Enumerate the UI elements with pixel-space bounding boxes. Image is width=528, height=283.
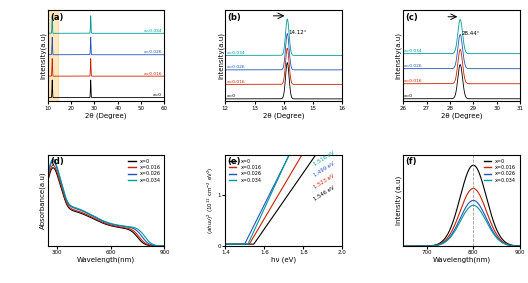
Text: x=0: x=0 [227,94,236,98]
Y-axis label: $(ahu\nu)^2$ ($10^{11}$ cm$^{-2}$ eV$^2$): $(ahu\nu)^2$ ($10^{11}$ cm$^{-2}$ eV$^2$… [206,167,216,234]
X-axis label: 2θ (Degree): 2θ (Degree) [441,112,483,119]
X-axis label: Wavelength(nm): Wavelength(nm) [432,257,491,263]
Text: x=0.016: x=0.016 [227,80,246,84]
Text: 1.516 eV: 1.516 eV [313,151,336,167]
Text: x=0: x=0 [153,93,162,97]
Text: (a): (a) [50,13,63,22]
Legend: x=0, x=0.016, x=0.026, x=0.034: x=0, x=0.016, x=0.026, x=0.034 [483,157,517,184]
Text: 1.546 eV: 1.546 eV [313,185,336,201]
Text: (c): (c) [406,13,418,22]
Text: 1.523 eV: 1.523 eV [313,173,336,190]
Text: x=0.026: x=0.026 [227,65,246,69]
Legend: x=0, x=0.016, x=0.026, x=0.034: x=0, x=0.016, x=0.026, x=0.034 [127,157,162,184]
X-axis label: 2θ (Degree): 2θ (Degree) [263,112,305,119]
Text: x=0.016: x=0.016 [404,79,423,83]
Text: x=0.034: x=0.034 [144,29,162,33]
Text: x=0.016: x=0.016 [144,72,162,76]
Text: (e): (e) [228,157,241,166]
Legend: x=0, x=0.016, x=0.026, x=0.034: x=0, x=0.016, x=0.026, x=0.034 [228,157,263,184]
Text: x=0.034: x=0.034 [404,49,423,53]
X-axis label: hν (eV): hν (eV) [271,257,296,263]
Text: 14.12°: 14.12° [288,30,307,35]
Y-axis label: Intensity(a.u): Intensity(a.u) [395,32,402,79]
X-axis label: 2θ (Degree): 2θ (Degree) [85,112,127,119]
Text: x=0.026: x=0.026 [144,50,162,54]
Text: 28.44°: 28.44° [461,31,480,35]
Y-axis label: Intensity(a.u): Intensity(a.u) [218,32,224,79]
Text: x=0.034: x=0.034 [227,51,246,55]
Y-axis label: Intensity (a.u): Intensity (a.u) [395,176,402,225]
Y-axis label: Intensity(a.u): Intensity(a.u) [40,32,46,79]
Text: x=0.026: x=0.026 [404,64,423,68]
Text: x=0: x=0 [404,94,413,98]
Y-axis label: Absorbance(a.u): Absorbance(a.u) [40,171,46,229]
Text: (d): (d) [50,157,63,166]
Text: (f): (f) [406,157,417,166]
X-axis label: Wavelength(nm): Wavelength(nm) [77,257,135,263]
Text: 1.499 eV: 1.499 eV [313,161,336,177]
Bar [48,10,58,102]
Text: (b): (b) [228,13,241,22]
